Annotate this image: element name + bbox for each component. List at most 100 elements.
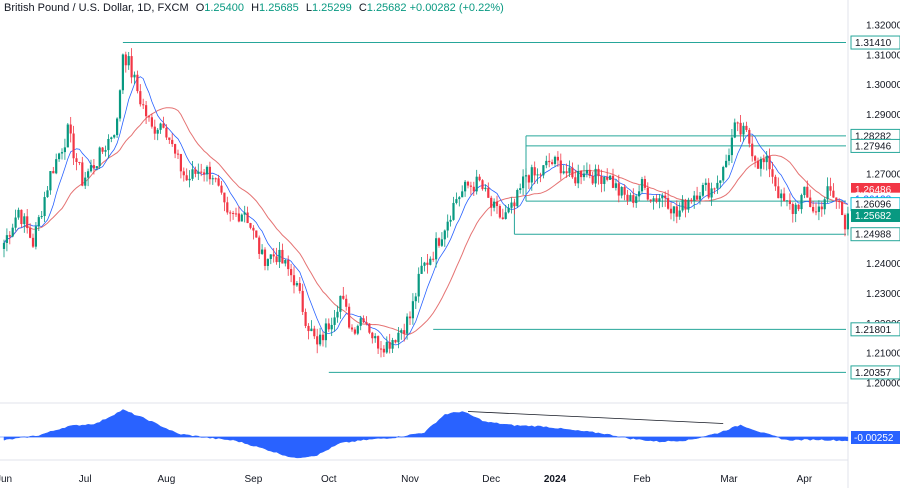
candle-body — [469, 185, 472, 187]
candle-body — [130, 56, 133, 78]
indicator-value-label: -0.00252 — [854, 433, 894, 444]
open-label: O — [195, 2, 205, 14]
candle-body — [661, 195, 664, 199]
candle-body — [284, 260, 287, 264]
indicator-trendline — [467, 411, 724, 424]
candle-body — [121, 54, 124, 91]
candle-body — [377, 336, 380, 349]
candle-body — [324, 323, 327, 341]
candle-body — [838, 200, 841, 203]
level-tag-bg — [850, 227, 900, 242]
level-tag-label: 1.31410 — [855, 38, 892, 49]
level-tag-bg — [850, 138, 900, 153]
candle-body — [49, 171, 52, 191]
candle-body — [797, 204, 800, 210]
candle-body — [20, 209, 23, 225]
candle-body — [292, 275, 296, 286]
candle-body — [713, 188, 716, 190]
level-tag-label: 1.27946 — [855, 141, 892, 152]
level-tag-bg — [850, 365, 900, 380]
candle-body — [582, 173, 586, 178]
candle-body — [194, 169, 197, 174]
candle-body — [568, 167, 571, 174]
candle-body — [736, 122, 739, 124]
candle-body — [803, 186, 806, 196]
candle-body — [562, 171, 565, 174]
candle-body — [435, 238, 438, 260]
candle-body — [339, 295, 342, 312]
candle-body — [29, 228, 32, 238]
candle-body — [246, 212, 249, 224]
candle-body — [701, 184, 704, 196]
candle-body — [188, 178, 191, 181]
candle-body — [87, 171, 90, 178]
candle-body — [658, 198, 661, 202]
x-tick-label: Dec — [482, 474, 500, 485]
candle-body — [406, 316, 409, 334]
candle-body — [623, 186, 626, 195]
candle-body — [783, 193, 786, 202]
candle-body — [794, 204, 797, 214]
candle-body — [290, 269, 293, 276]
candle-body — [63, 147, 66, 153]
candle-body — [806, 186, 809, 198]
candle-body — [707, 182, 710, 198]
candle-body — [643, 179, 646, 188]
candle-body — [443, 230, 446, 240]
candle-body — [211, 178, 214, 180]
candle-body — [353, 329, 356, 334]
candle-body — [722, 167, 725, 181]
candle-body — [829, 186, 832, 191]
candle-body — [493, 201, 496, 208]
candle-body — [556, 156, 559, 161]
candle-body — [240, 214, 243, 222]
candle-body — [591, 175, 594, 184]
candle-body — [359, 318, 362, 326]
candle-body — [217, 178, 220, 186]
candle-body — [72, 133, 75, 159]
candle-body — [127, 56, 130, 66]
x-tick-label: Jun — [0, 474, 12, 485]
candle-body — [348, 306, 351, 328]
candle-body — [522, 176, 525, 189]
candle-body — [5, 235, 8, 243]
candle-body — [539, 174, 542, 176]
candle-body — [600, 176, 603, 184]
candle-body — [263, 249, 267, 266]
candle-body — [101, 147, 104, 152]
x-tick-label: Aug — [158, 474, 176, 485]
high-value: 1.25685 — [259, 2, 299, 14]
candle-body — [449, 219, 452, 222]
candle-body — [649, 199, 652, 202]
candle-body — [809, 197, 812, 207]
x-tick-label: 2024 — [544, 474, 567, 485]
candle-body — [84, 177, 87, 186]
candle-body — [696, 195, 699, 200]
x-tick-label: Oct — [321, 474, 337, 485]
candle-body — [693, 195, 696, 201]
candle-body — [52, 171, 55, 174]
candle-body — [495, 201, 499, 207]
candle-body — [66, 124, 69, 148]
x-tick-label: Mar — [720, 474, 738, 485]
y-tick-label: 1.32000 — [866, 20, 900, 31]
candle-body — [672, 206, 675, 214]
last-price-tag: 1.25682 — [855, 211, 892, 222]
candle-body — [710, 188, 713, 198]
candle-body — [420, 265, 423, 274]
candle-body — [174, 144, 177, 154]
candle-body — [437, 238, 441, 246]
candle-body — [40, 216, 43, 218]
candle-body — [336, 311, 339, 318]
candle-body — [727, 155, 731, 161]
close-label: C — [358, 2, 367, 14]
candle-body — [759, 158, 762, 169]
candle-body — [379, 348, 383, 350]
x-tick-label: Apr — [797, 474, 813, 485]
candle-body — [516, 190, 519, 207]
candle-body — [545, 160, 548, 166]
candle-body — [432, 258, 435, 260]
candle-body — [458, 197, 461, 200]
candle-body — [159, 123, 162, 130]
